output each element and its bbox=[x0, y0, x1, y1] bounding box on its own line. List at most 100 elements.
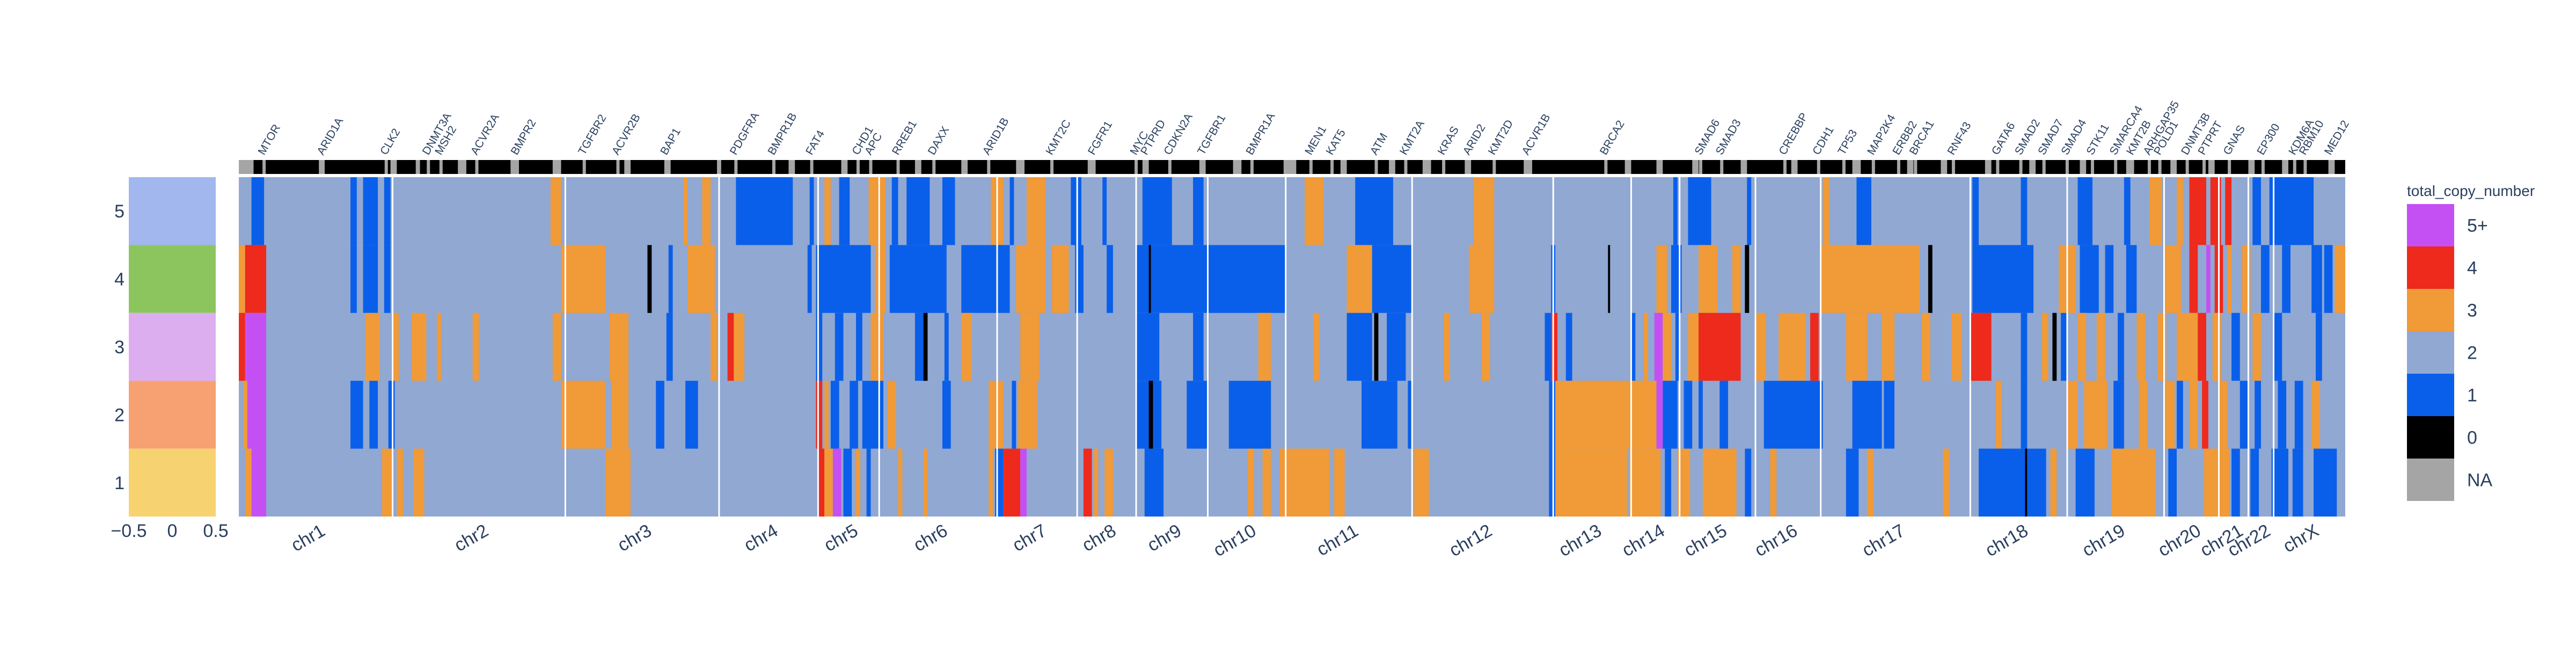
heatmap-cell-row-1 bbox=[1083, 448, 1092, 517]
heatmap-cell-row-1 bbox=[2204, 448, 2230, 517]
heatmap-cell-row-1 bbox=[1003, 448, 1021, 517]
gene-label: CLK2 bbox=[378, 127, 402, 157]
heatmap-cell-row-1 bbox=[605, 448, 631, 517]
gene-track-marker bbox=[2329, 160, 2332, 174]
heatmap-cell-row-2 bbox=[2219, 381, 2228, 449]
heatmap-cell-row-3 bbox=[1136, 312, 1160, 381]
heatmap-cell-row-2 bbox=[2067, 381, 2078, 449]
heatmap-cell-row-1 bbox=[832, 448, 841, 517]
gene-track-marker bbox=[2303, 160, 2307, 174]
gene-track-na-block bbox=[788, 160, 795, 174]
gene-track-na-block bbox=[1852, 160, 1861, 174]
heatmap-cell-row-5 bbox=[736, 177, 793, 245]
gene-track-marker bbox=[2019, 160, 2023, 174]
heatmap-cell-row-4 bbox=[1928, 245, 1933, 313]
heatmap-cell-row-2 bbox=[1012, 381, 1016, 449]
gene-track-marker bbox=[2293, 160, 2296, 174]
heatmap-cell-row-3 bbox=[1258, 312, 1271, 381]
chromosome-label: chr9 bbox=[1144, 520, 1184, 556]
heatmap-cell-row-5 bbox=[702, 177, 711, 245]
chromosome-label: chr1 bbox=[288, 520, 328, 556]
heatmap-cell-row-1 bbox=[856, 448, 860, 517]
heatmap-cell-row-1 bbox=[413, 448, 425, 517]
chromosome-label: chr5 bbox=[821, 520, 861, 556]
gene-label: FAT4 bbox=[803, 128, 827, 157]
heatmap-cell-row-4 bbox=[1136, 245, 1286, 313]
heatmap-cell-row-3 bbox=[1654, 312, 1663, 381]
heatmap-cell-row-5 bbox=[906, 177, 930, 245]
heatmap-cell-row-4 bbox=[1656, 245, 1667, 313]
heatmap-cell-row-4 bbox=[350, 245, 357, 313]
heatmap-cell-row-2 bbox=[243, 381, 247, 449]
gene-track-na-block bbox=[2170, 160, 2177, 174]
gene-track-marker bbox=[1330, 160, 1334, 174]
heatmap-cell-row-4 bbox=[2282, 245, 2290, 313]
heatmap-cell-row-2 bbox=[1555, 381, 1631, 449]
gene-label: DAXX bbox=[926, 124, 952, 157]
heatmap-cell-row-5 bbox=[683, 177, 688, 245]
gene-track-na-block bbox=[390, 160, 397, 174]
chromosome-label: chr13 bbox=[1555, 520, 1605, 561]
heatmap-cell-row-3 bbox=[870, 312, 884, 381]
gene-track-marker bbox=[1604, 160, 1608, 174]
gene-label: ACVR2B bbox=[610, 112, 643, 157]
heatmap-cell-row-2 bbox=[1884, 381, 1895, 449]
gene-track-marker bbox=[856, 160, 860, 174]
heatmap-cell-row-5 bbox=[1823, 177, 1829, 245]
gene-track-na-block bbox=[2126, 160, 2133, 174]
gene-track-marker bbox=[1374, 160, 1378, 174]
gene-track-na-block bbox=[1740, 160, 1747, 174]
gene-track-marker bbox=[734, 160, 738, 174]
heatmap-cell-row-1 bbox=[995, 448, 1004, 517]
legend: total_copy_number 5+ 4 3 2 1 0 NA bbox=[2407, 183, 2535, 501]
heatmap-cell-row-4 bbox=[2227, 245, 2232, 313]
legend-label: 5+ bbox=[2467, 216, 2488, 236]
heatmap-cell-row-4 bbox=[1972, 245, 2034, 313]
chromosome-separators bbox=[392, 177, 2275, 517]
heatmap-cell-row-5 bbox=[2225, 177, 2232, 245]
heatmap-cell-row-3 bbox=[2252, 312, 2261, 381]
legend-swatch bbox=[2407, 459, 2454, 501]
chromosome-labels: chr1 chr2 chr3 chr4 chr5 chr6 chr7 chr8 chr9 chr1… bbox=[288, 520, 2322, 561]
heatmap-cell-row-3 bbox=[1846, 312, 1868, 381]
gene-track-na-block bbox=[1087, 160, 1094, 174]
heatmap-cell-row-5 bbox=[1355, 177, 1393, 245]
gene-label: TGFBR2 bbox=[576, 112, 609, 157]
heatmap-cell-row-4 bbox=[2334, 245, 2345, 313]
heatmap-cell-row-3 bbox=[961, 312, 972, 381]
heatmap-cell-row-3 bbox=[2077, 312, 2087, 381]
gene-label: CDH1 bbox=[1810, 124, 1836, 157]
gene-label: ARID2 bbox=[1461, 122, 1488, 157]
heatmap-cell-row-1 bbox=[397, 448, 404, 517]
gene-track-marker bbox=[427, 160, 430, 174]
heatmap-cell-row-5 bbox=[891, 177, 898, 245]
heatmap-cell-row-2 bbox=[1995, 381, 2002, 449]
gene-label: BMPR1A bbox=[1243, 111, 1277, 157]
heatmap-cell-row-3 bbox=[1643, 312, 1648, 381]
heatmap-cell-row-5 bbox=[2269, 177, 2314, 245]
heatmap-cell-row-4 bbox=[1732, 245, 1741, 313]
gene-track-marker bbox=[1526, 160, 1530, 174]
gene-track-marker bbox=[1951, 160, 1955, 174]
gene-track-na-block bbox=[914, 160, 921, 174]
heatmap-cell-row-3 bbox=[1675, 312, 1680, 381]
heatmap-cell-row-3 bbox=[1444, 312, 1450, 381]
sidebar-axis-tick: 0 bbox=[167, 521, 178, 541]
heatmap-cell-row-1 bbox=[1104, 448, 1113, 517]
gene-track-marker bbox=[664, 160, 668, 174]
gene-track-marker bbox=[2185, 160, 2189, 174]
gene-track-marker bbox=[772, 160, 775, 174]
heatmap-cell-row-4 bbox=[239, 245, 245, 313]
heatmap-cell-row-2 bbox=[2084, 381, 2107, 449]
heatmap-cell-row-3 bbox=[1970, 312, 1992, 381]
heatmap-cell-row-2 bbox=[369, 381, 378, 449]
heatmap-cell-row-1 bbox=[818, 448, 825, 517]
heatmap-cell-row-3 bbox=[2177, 312, 2198, 381]
legend-label: NA bbox=[2467, 470, 2493, 491]
heatmap-cell-row-3 bbox=[711, 312, 717, 381]
heatmap-cell-row-4 bbox=[1469, 245, 1495, 313]
gene-track-marker bbox=[2147, 160, 2151, 174]
gene-track-marker bbox=[616, 160, 620, 174]
gene-track-na-block bbox=[1016, 160, 1025, 174]
